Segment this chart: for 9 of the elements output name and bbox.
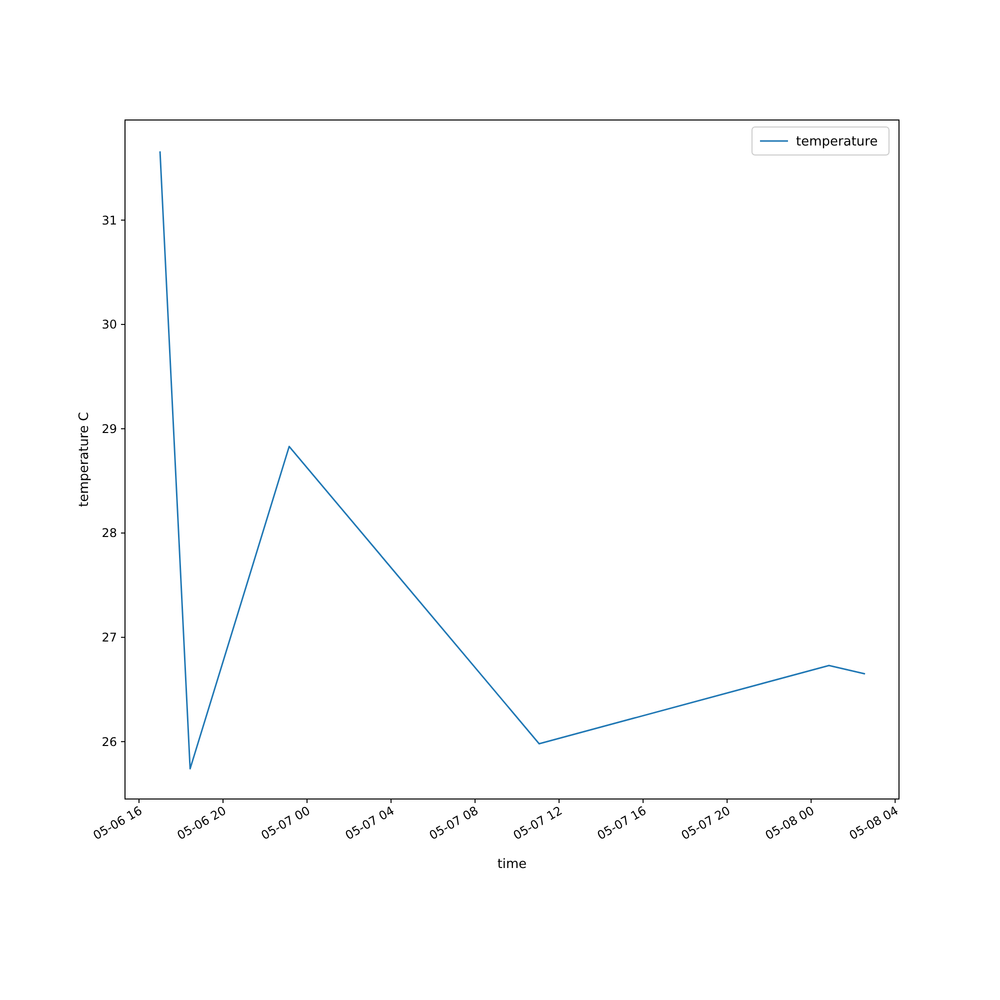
y-tick-label: 29 bbox=[102, 422, 117, 436]
y-axis-title: temperature C bbox=[77, 412, 92, 507]
y-tick-label: 27 bbox=[102, 630, 117, 645]
y-tick-label: 31 bbox=[102, 213, 117, 228]
x-axis-title: time bbox=[497, 857, 527, 872]
legend-label: temperature bbox=[796, 134, 878, 150]
y-tick-label: 26 bbox=[102, 734, 117, 749]
y-tick-label: 30 bbox=[102, 318, 117, 332]
y-tick-label: 28 bbox=[102, 526, 117, 540]
